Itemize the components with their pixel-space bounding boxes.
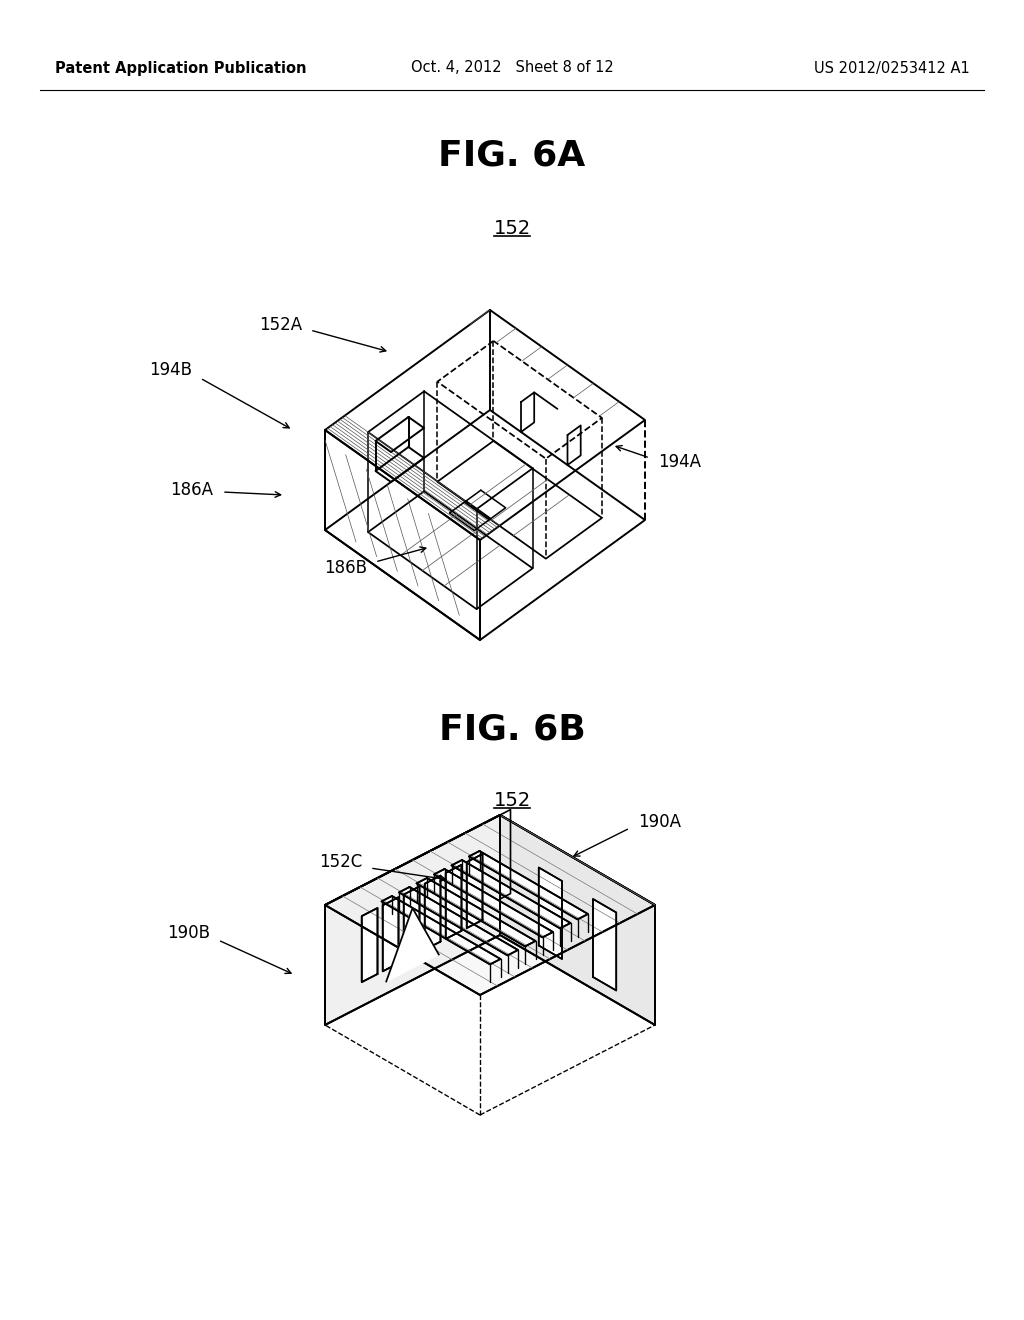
Text: FIG. 6B: FIG. 6B xyxy=(438,713,586,747)
Polygon shape xyxy=(539,867,562,960)
Polygon shape xyxy=(467,854,482,928)
Polygon shape xyxy=(325,814,500,1026)
Text: Patent Application Publication: Patent Application Publication xyxy=(55,61,306,75)
Polygon shape xyxy=(469,851,588,920)
Polygon shape xyxy=(417,878,536,946)
Text: Oct. 4, 2012   Sheet 8 of 12: Oct. 4, 2012 Sheet 8 of 12 xyxy=(411,61,613,75)
Text: 190A: 190A xyxy=(638,813,681,832)
Polygon shape xyxy=(383,898,398,972)
Polygon shape xyxy=(382,896,501,965)
Text: 152: 152 xyxy=(494,219,530,238)
Polygon shape xyxy=(361,908,378,982)
Polygon shape xyxy=(325,814,655,995)
Polygon shape xyxy=(399,887,518,956)
Text: 152: 152 xyxy=(494,791,530,809)
Text: 186A: 186A xyxy=(170,480,213,499)
Polygon shape xyxy=(386,908,438,982)
Text: 190B: 190B xyxy=(167,924,210,942)
Polygon shape xyxy=(445,865,462,939)
Polygon shape xyxy=(500,814,655,1026)
Text: 152C: 152C xyxy=(318,853,362,871)
Text: FIG. 6A: FIG. 6A xyxy=(438,139,586,172)
Polygon shape xyxy=(403,887,420,961)
Text: 152A: 152A xyxy=(259,315,302,334)
Text: US 2012/0253412 A1: US 2012/0253412 A1 xyxy=(814,61,970,75)
Text: 186B: 186B xyxy=(324,558,367,577)
Text: 194A: 194A xyxy=(658,453,701,471)
Polygon shape xyxy=(593,899,616,990)
Polygon shape xyxy=(434,869,553,937)
Text: 194B: 194B xyxy=(150,360,193,379)
Polygon shape xyxy=(452,861,570,928)
Polygon shape xyxy=(425,875,440,949)
